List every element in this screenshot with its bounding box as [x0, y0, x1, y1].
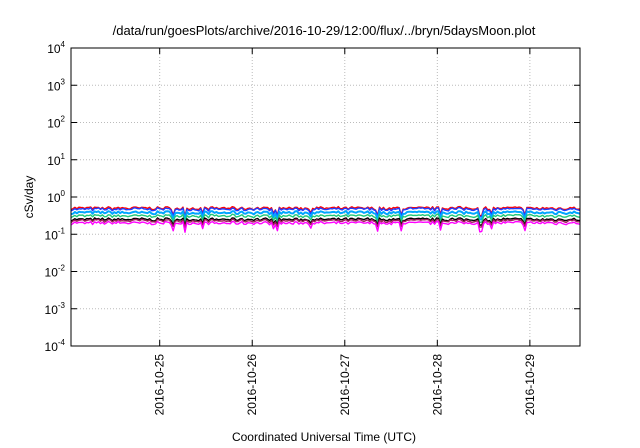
y-tick-label: 104 — [47, 40, 65, 56]
grid — [71, 48, 580, 346]
chart-title: /data/run/goesPlots/archive/2016-10-29/1… — [113, 23, 536, 38]
series-line-6 — [70, 218, 581, 229]
x-tick-label: 2016-10-27 — [338, 354, 352, 416]
series-line-7 — [70, 220, 581, 233]
y-tick-label: 101 — [47, 152, 65, 168]
x-tick-label: 2016-10-25 — [153, 354, 167, 416]
y-tick-label: 10-2 — [45, 264, 66, 280]
series-line-2 — [70, 206, 581, 218]
series-line-5 — [70, 217, 580, 227]
y-tick-label: 10-4 — [45, 338, 66, 354]
series-group — [70, 205, 581, 233]
y-tick-label: 10-3 — [45, 301, 66, 317]
y-ticks: 10-4 10-3 10-2 10-1 100 101 102 103 104 — [45, 40, 580, 354]
x-tick-label: 2016-10-26 — [245, 354, 259, 416]
x-axis-label: Coordinated Universal Time (UTC) — [232, 430, 416, 444]
y-tick-label: 103 — [47, 77, 65, 93]
series-line-3 — [70, 210, 581, 221]
x-ticks: 2016-10-25 2016-10-26 2016-10-27 2016-10-28… — [153, 48, 537, 415]
y-axis-label: cSv/day — [22, 176, 36, 219]
y-tick-label: 100 — [47, 189, 65, 205]
y-tick-label: 102 — [47, 115, 65, 131]
series-line-4 — [70, 213, 581, 224]
y-tick-label: 10-1 — [45, 226, 66, 242]
x-tick-label: 2016-10-28 — [430, 354, 444, 416]
x-tick-label: 2016-10-29 — [523, 354, 537, 416]
